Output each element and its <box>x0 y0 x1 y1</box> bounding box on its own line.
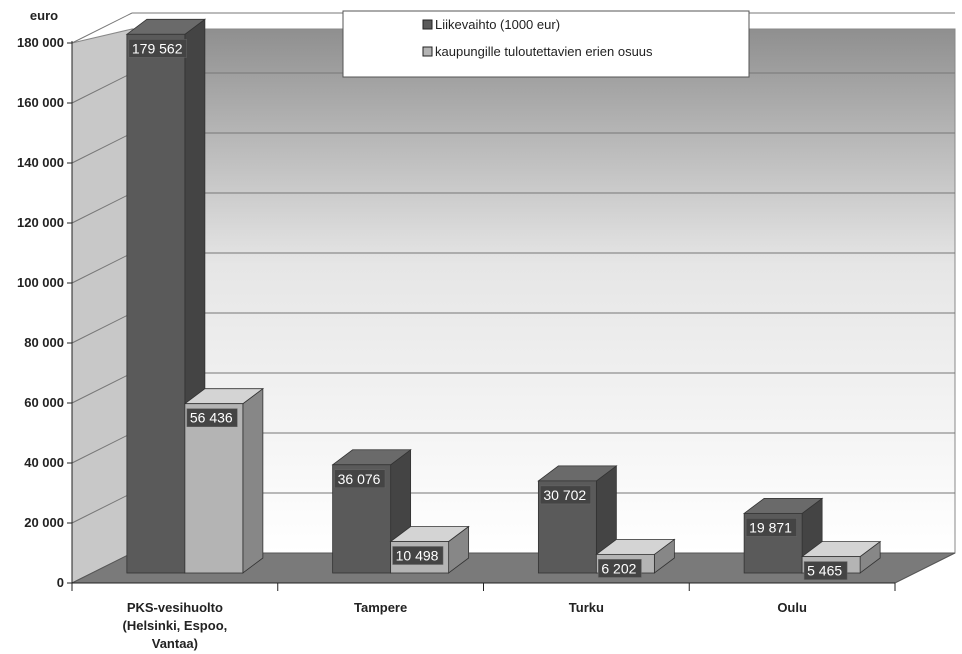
y-tick-label: 20 000 <box>24 515 64 530</box>
legend-label: Liikevaihto (1000 eur) <box>435 17 560 32</box>
data-label: 10 498 <box>396 548 439 564</box>
data-label-bg <box>540 485 592 505</box>
gridline-side <box>71 192 133 224</box>
x-tick-label: Vantaa) <box>152 636 198 651</box>
data-label-bg <box>745 518 797 537</box>
data-label-bg <box>186 408 238 427</box>
legend-label: kaupungille tuloutettavien erien osuus <box>435 44 653 59</box>
legend-swatch <box>422 46 433 57</box>
data-label: 5 465 <box>807 563 842 579</box>
bar <box>184 403 244 574</box>
y-tick-label: 80 000 <box>24 335 64 350</box>
gridline-side <box>71 372 133 404</box>
data-label: 36 076 <box>338 471 381 487</box>
gridline-side <box>71 492 133 524</box>
data-label: 19 871 <box>749 519 792 535</box>
bar <box>126 33 186 574</box>
legend <box>342 10 750 78</box>
data-label: 179 562 <box>132 40 183 56</box>
data-label-bg <box>598 559 642 578</box>
y-tick-label: 0 <box>57 575 64 590</box>
data-label: 56 436 <box>190 410 233 426</box>
data-label-bg <box>392 546 444 565</box>
gridline-side <box>71 72 133 104</box>
y-tick-label: 40 000 <box>24 455 64 470</box>
x-tick-label: PKS-vesihuolto <box>127 600 223 615</box>
gridline-side <box>71 432 133 464</box>
legend-swatch <box>422 19 433 30</box>
gridline-side <box>71 132 133 164</box>
y-tick-label: 100 000 <box>17 275 64 290</box>
gridline-side <box>71 312 133 344</box>
data-label-bg <box>128 39 187 58</box>
y-tick-label: 140 000 <box>17 155 64 170</box>
data-label: 30 702 <box>543 487 586 503</box>
y-axis-unit-label: euro <box>30 8 58 23</box>
x-tick-label: Tampere <box>354 600 407 615</box>
side-wall <box>71 28 133 584</box>
data-label: 6 202 <box>601 560 636 576</box>
y-tick-label: 60 000 <box>24 395 64 410</box>
y-tick-label: 180 000 <box>17 35 64 50</box>
data-label-bg <box>803 561 848 580</box>
y-tick-label: 120 000 <box>17 215 64 230</box>
gridline-side <box>71 12 133 44</box>
x-tick-label: Turku <box>569 600 604 615</box>
x-tick-label: (Helsinki, Espoo, <box>123 618 228 633</box>
data-label-bg <box>334 469 386 489</box>
x-tick-label: Oulu <box>777 600 807 615</box>
gridline-side <box>71 252 133 284</box>
y-tick-label: 160 000 <box>17 95 64 110</box>
bar-side <box>242 387 264 574</box>
